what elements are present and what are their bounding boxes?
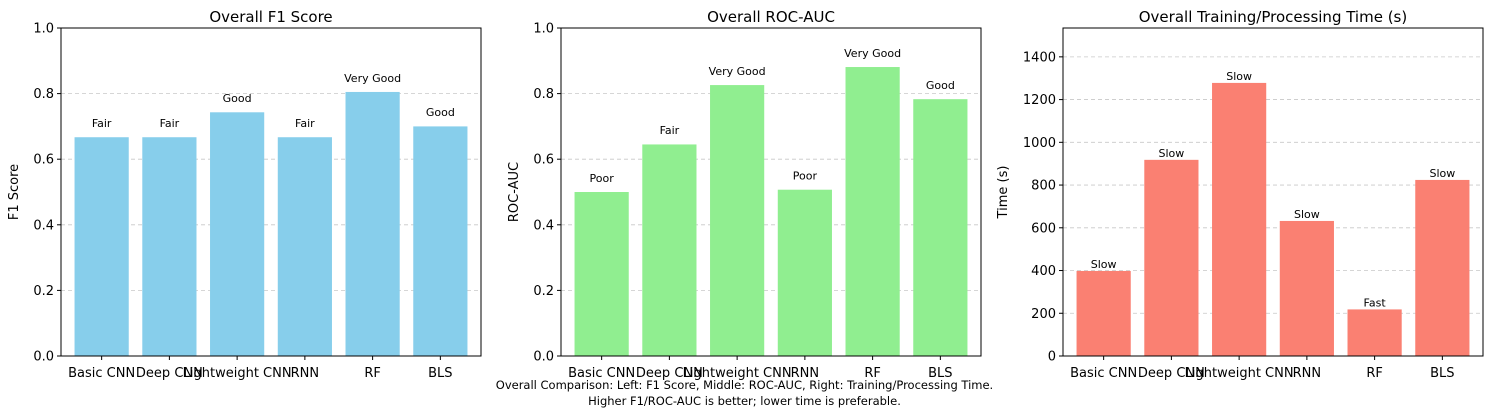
caption-line-1: Overall Comparison: Left: F1 Score, Midd…	[495, 378, 994, 392]
bar-label-3: Very Good	[709, 65, 766, 78]
y-tick-label: 0.2	[533, 284, 554, 299]
plot-frame	[1062, 27, 1484, 357]
bar-6	[1415, 179, 1470, 356]
bar-label-5: Very Good	[844, 47, 901, 60]
y-tick-label: 0.2	[33, 284, 54, 299]
y-tick-label: 0	[1048, 350, 1056, 365]
bar-label-2: Fair	[660, 124, 680, 137]
bar-3	[210, 112, 265, 357]
x-tick-label-5: RF	[1366, 366, 1383, 381]
x-tick-label-3: Lightweight CNN	[1185, 366, 1294, 381]
bar-5	[845, 67, 900, 357]
bar-2	[642, 144, 697, 356]
bar-label-4: Poor	[793, 170, 818, 183]
y-tick-label: 0.4	[533, 218, 554, 233]
y-axis-label: ROC-AUC	[507, 162, 522, 222]
bar-2	[1144, 159, 1199, 356]
chart-1: Fair Fair Good Fair Very Good Good 0.0 0.2 0.4 0.…	[7, 8, 482, 381]
bar-label-1: Slow	[1091, 258, 1117, 271]
x-tick-label-1: Basic CNN	[568, 366, 635, 381]
bar-label-1: Poor	[590, 172, 615, 185]
x-tick-label-4: RNN	[1293, 366, 1321, 381]
bar-label-4: Fair	[295, 117, 315, 130]
y-tick-label: 800	[1031, 179, 1056, 194]
bar-label-6: Good	[926, 79, 955, 92]
x-tick-label-2: Deep CNN	[136, 366, 203, 381]
bar-label-3: Good	[223, 92, 252, 105]
chart-3: Slow Slow Slow Slow Fast Slow 0 200 400 600 800 100…	[996, 8, 1484, 381]
y-axis-label: Time (s)	[996, 166, 1011, 220]
x-tick-label-2: Deep CNN	[636, 366, 703, 381]
bar-4	[1279, 220, 1334, 356]
x-tick-label-6: BLS	[1430, 366, 1454, 381]
bar-5	[345, 91, 400, 357]
y-tick-label: 200	[1031, 307, 1056, 322]
chart-title: Overall Training/Processing Time (s)	[1139, 8, 1407, 26]
x-tick-label-2: Deep CNN	[1138, 366, 1205, 381]
x-tick-label-3: Lightweight CNN	[683, 366, 792, 381]
y-tick-label: 0.8	[33, 87, 54, 102]
bar-label-2: Fair	[160, 117, 180, 130]
bar-label-6: Slow	[1429, 167, 1455, 180]
y-tick-label: 0.6	[33, 153, 54, 168]
bar-3	[1212, 82, 1267, 357]
y-tick-label: 1.0	[533, 22, 554, 37]
x-tick-label-5: RF	[864, 366, 881, 381]
bar-4	[777, 189, 832, 356]
x-tick-label-6: BLS	[928, 366, 952, 381]
x-tick-label-1: Basic CNN	[68, 366, 135, 381]
bar-4	[277, 137, 332, 356]
y-tick-label: 1400	[1023, 50, 1056, 65]
x-tick-label-5: RF	[364, 366, 381, 381]
chart-2: Poor Fair Very Good Poor Very Good Good 0.0 0.2…	[507, 8, 982, 381]
y-tick-label: 600	[1031, 221, 1056, 236]
y-tick-label: 400	[1031, 264, 1056, 279]
bar-6	[413, 126, 468, 357]
bar-label-5: Very Good	[344, 72, 401, 85]
x-tick-label-6: BLS	[428, 366, 452, 381]
bar-1	[574, 192, 629, 356]
bar-label-6: Good	[426, 106, 455, 119]
caption-line-2: Higher F1/ROC-AUC is better; lower time …	[588, 394, 901, 408]
y-tick-label: 1.0	[33, 22, 54, 37]
y-axis-label: F1 Score	[7, 164, 22, 220]
bar-1	[1076, 270, 1131, 356]
x-tick-label-3: Lightweight CNN	[183, 366, 292, 381]
x-tick-label-1: Basic CNN	[1070, 366, 1137, 381]
bar-label-1: Fair	[92, 117, 112, 130]
chart-title: Overall ROC-AUC	[707, 8, 835, 26]
bar-6	[913, 99, 968, 357]
y-tick-label: 0.6	[533, 153, 554, 168]
y-tick-label: 0.8	[533, 87, 554, 102]
bar-label-4: Slow	[1294, 208, 1320, 221]
bar-3	[710, 85, 765, 357]
plot-frame	[60, 27, 482, 357]
bar-label-2: Slow	[1159, 147, 1185, 160]
plot-frame	[560, 27, 982, 357]
bar-label-3: Slow	[1226, 70, 1252, 83]
y-tick-label: 0.4	[33, 218, 54, 233]
y-tick-label: 1000	[1023, 136, 1056, 151]
y-tick-label: 0.0	[533, 350, 554, 365]
bar-label-5: Fast	[1364, 296, 1387, 309]
y-tick-label: 1200	[1023, 93, 1056, 108]
bar-1	[74, 137, 129, 356]
bar-5	[1347, 309, 1402, 356]
bar-2	[142, 137, 197, 356]
x-tick-label-4: RNN	[291, 366, 319, 381]
x-tick-label-4: RNN	[791, 366, 819, 381]
y-tick-label: 0.0	[33, 350, 54, 365]
chart-title: Overall F1 Score	[209, 8, 332, 26]
